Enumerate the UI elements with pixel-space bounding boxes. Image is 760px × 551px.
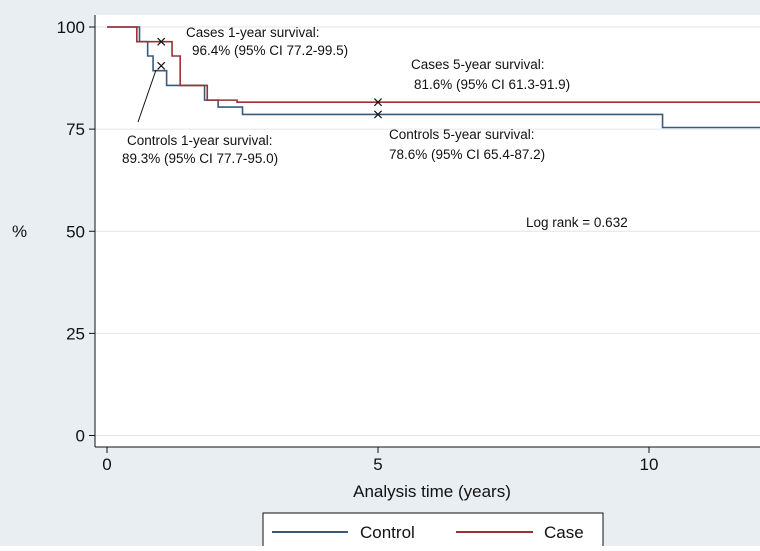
survival-marker [157, 37, 166, 46]
cases-5yr-value: 81.6% (95% CI 61.3-91.9) [414, 77, 570, 92]
y-tick-label: 0 [76, 427, 85, 446]
markers [157, 37, 383, 119]
controls-1yr-pointer [137, 69, 157, 123]
survival-marker [157, 61, 166, 70]
series-line-case [107, 26, 760, 103]
y-tick-label: 75 [66, 120, 85, 139]
x-tick-label: 5 [373, 455, 382, 474]
controls-1yr-title: Controls 1-year survival: [127, 133, 273, 148]
series-line-control [107, 26, 760, 129]
legend-label-control: Control [360, 523, 415, 542]
legend: Control Case [262, 512, 604, 551]
controls-5yr-value: 78.6% (95% CI 65.4-87.2) [389, 147, 545, 162]
logrank-label: Log rank = 0.632 [526, 215, 628, 230]
axes: 0 25 50 75 100 0 5 10 [57, 15, 760, 474]
cases-1yr-title: Cases 1-year survival: [186, 25, 320, 40]
cases-5yr-title: Cases 5-year survival: [411, 57, 545, 72]
survival-marker [373, 110, 383, 119]
y-tick-label: 25 [66, 324, 85, 343]
y-tick-label: 100 [57, 18, 85, 37]
cases-1yr-value: 96.4% (95% CI 77.2-99.5) [192, 43, 348, 58]
legend-label-case: Case [544, 523, 584, 542]
controls-5yr-title: Controls 5-year survival: [389, 127, 535, 142]
x-axis-label: Analysis time (years) [353, 482, 511, 501]
grid-lines [95, 26, 760, 436]
y-axis-label: % [12, 222, 27, 241]
controls-1yr-value: 89.3% (95% CI 77.7-95.0) [122, 151, 278, 166]
survival-marker [373, 98, 383, 107]
series [107, 26, 760, 129]
x-tick-label: 0 [102, 455, 111, 474]
x-tick-label: 10 [640, 455, 659, 474]
y-tick-label: 50 [66, 222, 85, 241]
